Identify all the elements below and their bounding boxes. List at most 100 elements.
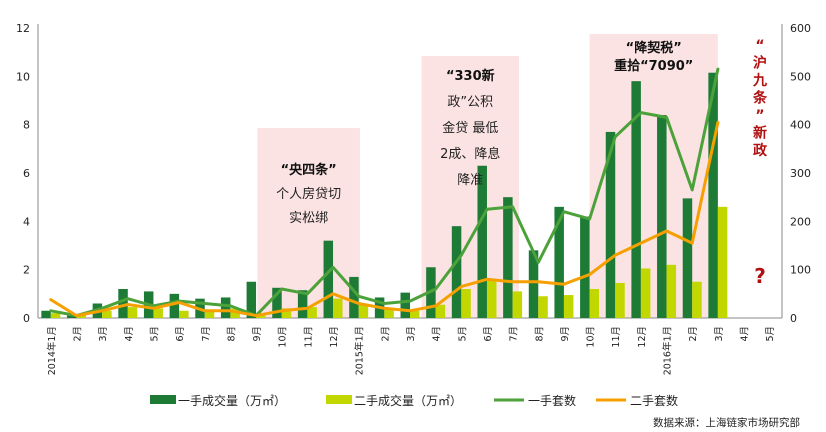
side-note-char: 九	[752, 73, 767, 89]
bar-resale	[486, 280, 497, 318]
y-left-tick: 12	[16, 22, 30, 35]
bar-resale	[50, 313, 61, 318]
x-tick: 5月	[457, 326, 468, 342]
y-left-tick: 2	[23, 264, 30, 277]
bar-new-home	[246, 281, 257, 318]
line-resale-units	[49, 120, 720, 318]
bar-new-home	[220, 297, 231, 318]
bar-new-home	[503, 197, 513, 318]
y-right-tick: 500	[790, 70, 811, 83]
x-tick: 4月	[124, 326, 135, 342]
bar-new-home	[272, 287, 282, 318]
bar-resale	[640, 268, 651, 318]
bar-resale	[435, 304, 446, 318]
bar-new-home	[554, 206, 564, 318]
legend-label: 一手套数	[528, 393, 576, 408]
y-left-tick: 0	[23, 312, 30, 325]
annotation-line: 金贷 最低	[442, 120, 498, 136]
annotation-line: 个人房贷切	[276, 186, 341, 202]
x-tick: 3月	[98, 326, 109, 342]
bar-resale	[384, 308, 394, 318]
bar-resale	[358, 303, 369, 318]
line-new-home-units	[49, 67, 720, 318]
x-tick: 5月	[765, 326, 776, 342]
bar-resale	[127, 307, 138, 318]
y-right-tick: 600	[790, 22, 811, 35]
x-tick: 10月	[278, 326, 289, 348]
policy-band-1	[257, 128, 360, 318]
x-tick: 4月	[432, 326, 443, 342]
side-note-char: 条	[752, 90, 768, 107]
x-tick: 10月	[586, 326, 597, 348]
y-left-tick: 8	[23, 119, 30, 132]
bar-new-home	[605, 131, 616, 318]
x-tick: 2016年1月	[662, 326, 674, 375]
bar-new-home	[41, 310, 51, 318]
bar-resale	[204, 309, 215, 318]
annotation-title: “央四条”	[281, 162, 337, 178]
side-note-char: 政	[753, 142, 768, 159]
annotation-line: 政”公积	[447, 95, 493, 110]
bar-new-home	[323, 240, 334, 318]
side-note-char: 沪	[753, 55, 767, 72]
bar-resale	[589, 289, 600, 318]
x-tick: 4月	[740, 326, 751, 342]
x-tick: 2月	[688, 326, 699, 342]
x-tick: 9月	[560, 326, 571, 342]
side-note-char: ”	[755, 108, 764, 124]
annotation-title: “降契税”	[626, 40, 682, 56]
legend: 一手成交量（万㎡） 二手成交量（万㎡） 一手套数 二手套数	[150, 393, 678, 408]
annotation-line: 降准	[457, 173, 483, 188]
legend-label: 二手套数	[630, 393, 678, 408]
question-mark: ?	[754, 264, 766, 288]
bar-resale	[410, 310, 420, 318]
y-right-tick: 300	[790, 167, 811, 180]
bar-new-home	[657, 115, 667, 318]
bar-resale	[281, 308, 292, 318]
bar-resale	[461, 289, 471, 318]
x-tick: 11月	[303, 326, 314, 348]
annotation-line: 重拾“7090”	[614, 58, 693, 74]
x-tick: 2月	[72, 326, 83, 342]
side-note-char: “	[755, 38, 764, 54]
legend-label: 一手成交量（万㎡）	[178, 393, 286, 408]
x-tick: 3月	[714, 326, 725, 342]
bar-resale	[615, 282, 625, 318]
bar-resale	[307, 307, 317, 318]
bar-resale	[256, 315, 266, 318]
x-tick: 8月	[226, 326, 237, 342]
x-tick: 11月	[611, 326, 622, 348]
bar-resale	[717, 206, 728, 318]
annotation-line: 2成、降息	[440, 146, 500, 162]
legend-swatch	[150, 395, 176, 404]
x-tick: 9月	[252, 326, 263, 342]
y-left-tick: 6	[23, 167, 30, 180]
x-tick: 3月	[406, 326, 417, 342]
x-tick: 6月	[175, 326, 186, 342]
bar-resale	[102, 310, 112, 318]
bar-new-home	[528, 250, 539, 318]
bar-resale	[692, 281, 702, 318]
x-tick: 6月	[483, 326, 494, 342]
bar-resale	[153, 308, 163, 318]
y-right-tick: 0	[790, 312, 797, 325]
bar-resale	[512, 291, 523, 318]
bar-resale	[563, 295, 574, 318]
bar-resale	[666, 264, 677, 318]
x-tick: 2015年1月	[354, 326, 366, 375]
x-tick: 7月	[201, 326, 212, 342]
bar-new-home	[580, 216, 590, 318]
bar-new-home	[477, 165, 487, 318]
y-right-tick: 200	[790, 215, 811, 228]
bar-new-home	[297, 290, 308, 318]
bar-resale	[179, 310, 189, 318]
bar-resale	[333, 298, 343, 318]
x-tick: 12月	[329, 326, 340, 348]
legend-label: 二手成交量（万㎡）	[354, 393, 462, 408]
policy-band-2	[421, 56, 520, 318]
y-left-tick: 10	[16, 70, 30, 83]
bar-new-home	[708, 72, 718, 318]
bar-new-home	[631, 81, 641, 319]
